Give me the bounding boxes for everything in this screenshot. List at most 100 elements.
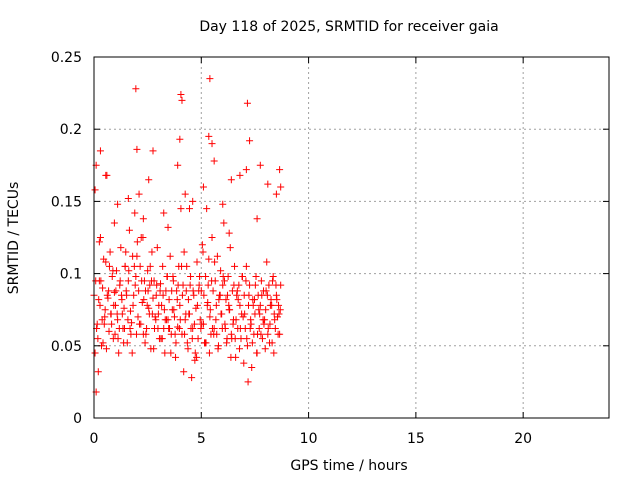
data-point	[262, 306, 270, 314]
data-point	[91, 186, 99, 194]
data-point	[141, 339, 149, 347]
data-point	[275, 301, 283, 309]
data-point	[176, 135, 184, 143]
data-point	[255, 306, 263, 314]
y-tick-label: 0.2	[60, 122, 82, 138]
data-point	[186, 281, 194, 289]
data-point	[96, 147, 104, 155]
data-point	[266, 320, 274, 328]
data-point	[91, 349, 99, 357]
y-tick-label: 0.1	[60, 267, 82, 283]
x-tick-label: 20	[514, 431, 532, 447]
data-point	[122, 248, 130, 256]
data-point	[261, 345, 269, 353]
data-point	[193, 353, 201, 361]
data-point	[200, 291, 208, 299]
data-point	[178, 262, 186, 270]
data-point	[99, 284, 107, 292]
data-point	[154, 324, 162, 332]
data-point	[205, 255, 213, 263]
data-point	[243, 335, 251, 343]
data-point	[264, 180, 272, 188]
data-point	[146, 281, 154, 289]
data-point	[226, 306, 234, 314]
data-point	[110, 301, 118, 309]
data-point	[234, 296, 242, 304]
data-point	[117, 244, 125, 252]
data-point	[149, 294, 157, 302]
data-point	[178, 291, 186, 299]
data-point	[208, 324, 216, 332]
data-point	[202, 272, 210, 280]
data-point	[243, 99, 251, 107]
data-point	[269, 277, 277, 285]
data-point	[104, 294, 112, 302]
data-point	[106, 248, 114, 256]
data-point	[184, 296, 192, 304]
data-point	[262, 287, 270, 295]
data-point	[138, 298, 146, 306]
y-tick-label: 0.05	[51, 339, 82, 355]
data-point	[255, 324, 263, 332]
data-point	[145, 304, 153, 312]
data-point	[178, 96, 186, 104]
data-point	[124, 195, 132, 203]
data-point	[125, 267, 133, 275]
data-point	[166, 252, 174, 260]
data-point	[154, 310, 162, 318]
data-point	[158, 335, 166, 343]
data-point	[238, 272, 246, 280]
y-tick-label: 0	[73, 411, 82, 427]
data-point	[258, 335, 266, 343]
data-point	[160, 209, 168, 217]
data-point	[225, 229, 233, 237]
data-point	[246, 324, 254, 332]
data-point	[145, 310, 153, 318]
data-point	[184, 345, 192, 353]
data-point	[271, 324, 279, 332]
data-point	[198, 241, 206, 249]
data-point	[143, 324, 151, 332]
data-point	[212, 316, 220, 324]
data-point	[242, 277, 250, 285]
data-point	[246, 137, 254, 145]
data-point	[115, 349, 123, 357]
data-point	[185, 205, 193, 213]
data-point	[182, 310, 190, 318]
data-point	[217, 267, 225, 275]
data-point	[159, 291, 167, 299]
data-point	[99, 339, 107, 347]
data-point	[132, 272, 140, 280]
data-point	[277, 183, 285, 191]
data-point	[115, 324, 123, 332]
data-point	[252, 272, 260, 280]
data-point	[131, 209, 139, 217]
data-point	[199, 248, 207, 256]
data-point	[196, 316, 204, 324]
data-point	[187, 272, 195, 280]
data-point	[249, 301, 257, 309]
data-point	[188, 374, 196, 382]
data-point	[243, 342, 251, 350]
data-point	[174, 281, 182, 289]
data-point	[140, 296, 148, 304]
x-tick-label: 5	[197, 431, 206, 447]
data-point	[276, 166, 284, 174]
data-point	[232, 316, 240, 324]
data-point	[125, 226, 133, 234]
data-point	[193, 301, 201, 309]
data-point	[124, 277, 132, 285]
data-point	[272, 281, 280, 289]
data-point	[272, 190, 280, 198]
data-point	[172, 353, 180, 361]
data-point	[102, 258, 110, 266]
data-point	[109, 267, 117, 275]
data-point	[203, 205, 211, 213]
data-point	[168, 287, 176, 295]
data-point	[244, 378, 252, 386]
data-point	[105, 262, 113, 270]
data-point	[188, 335, 196, 343]
data-point	[102, 171, 110, 179]
data-point	[94, 335, 102, 343]
data-point	[103, 291, 111, 299]
